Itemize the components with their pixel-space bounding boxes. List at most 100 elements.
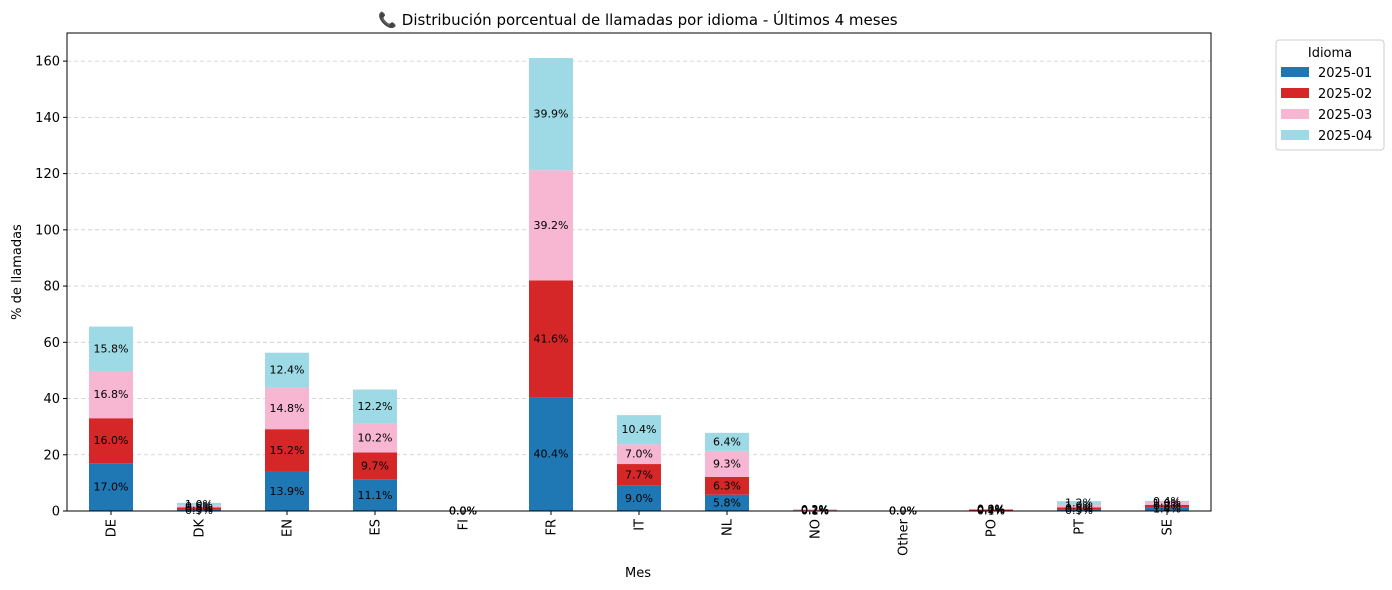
bar-value-label: 39.9% <box>534 108 569 121</box>
y-axis-ticks: 0 20 40 60 80 100 120 140 160 <box>35 55 67 520</box>
x-tick-label: EN <box>281 519 296 537</box>
bar-segment <box>1057 509 1101 511</box>
bar-value-label: 1.2% <box>1065 496 1093 509</box>
bar-segment <box>1057 507 1101 510</box>
bar-segment <box>529 170 573 281</box>
bar-segment <box>177 502 221 506</box>
bar-value-label: 0.4% <box>1153 495 1181 508</box>
bar-segment <box>793 510 837 511</box>
bar-segment <box>1145 500 1189 503</box>
bar-value-label: 13.9% <box>270 485 305 498</box>
bar-segment <box>969 509 1013 510</box>
bar-value-label: 40.4% <box>534 448 569 461</box>
bar-segment <box>705 450 749 477</box>
bar-value-label: 0.8% <box>1065 502 1093 515</box>
bar-segment <box>353 423 397 453</box>
legend-entry: 2025-03 <box>1318 108 1372 123</box>
chart-title: 📞 Distribución porcentual de llamadas po… <box>378 10 897 29</box>
legend-entry: 2025-01 <box>1318 66 1372 81</box>
y-tick-label: 160 <box>35 55 60 70</box>
bar-segment <box>89 418 133 464</box>
bar-value-label: 5.8% <box>713 496 741 509</box>
bar-segment <box>617 444 661 465</box>
bar-labels: 17.0%16.0%16.8%15.8%0.5%0.8%0.6%1.0%13.9… <box>94 108 1181 518</box>
bar-segment <box>1145 502 1189 505</box>
legend-items: 2025-01 2025-02 2025-03 2025-04 <box>1281 66 1372 144</box>
x-tick-label: PT <box>1073 519 1088 535</box>
bar-value-label: 15.8% <box>94 342 129 355</box>
x-tick-label: FI <box>457 519 472 530</box>
grid-lines <box>67 60 1211 512</box>
bar-value-label: 7.0% <box>625 448 653 461</box>
legend-swatch <box>1281 109 1309 119</box>
bar-segment <box>705 476 749 495</box>
bar-segment <box>89 463 133 511</box>
bar-value-label: 1.0% <box>1065 499 1093 512</box>
bar-value-label: 0.0% <box>977 503 1005 516</box>
bar-value-label: 16.8% <box>94 388 129 401</box>
x-axis-ticks: DE DK EN ES FI FR IT NL NO Other PO PT SE <box>105 511 1176 556</box>
x-tick-label: ES <box>369 519 384 535</box>
legend-swatch <box>1281 88 1309 98</box>
bar-segment <box>1057 504 1101 508</box>
bar-segment <box>353 479 397 511</box>
bar-value-label: 17.0% <box>94 481 129 494</box>
x-tick-label: DE <box>105 519 120 537</box>
bar-value-label: 0.6% <box>185 500 213 513</box>
bars <box>89 58 1189 511</box>
y-axis-label: % de llamadas <box>10 224 25 320</box>
x-axis-label: Mes <box>625 566 651 581</box>
y-tick-label: 40 <box>43 392 60 407</box>
bar-value-label: 0.2% <box>801 504 829 517</box>
bar-segment <box>265 387 309 430</box>
bar-value-label: 6.4% <box>713 435 741 448</box>
bar-value-label: 14.8% <box>270 402 305 415</box>
legend: Idioma 2025-01 2025-02 2025-03 2025-04 <box>1275 39 1385 151</box>
bar-segment <box>353 389 397 424</box>
bar-value-label: 0.2% <box>977 503 1005 516</box>
bar-value-label: 0.2% <box>801 503 829 516</box>
y-tick-label: 120 <box>35 167 60 182</box>
x-tick-label: PO <box>985 519 1000 537</box>
bar-segment <box>177 509 221 511</box>
bar-segment <box>705 432 749 451</box>
bar-segment <box>1145 504 1189 508</box>
legend-swatch <box>1281 67 1309 77</box>
bar-segment <box>617 485 661 511</box>
bar-value-label: 9.7% <box>361 460 389 473</box>
x-tick-label: SE <box>1161 519 1176 535</box>
bar-segment <box>529 397 573 511</box>
bar-segment <box>1145 507 1189 511</box>
legend-entry: 2025-04 <box>1318 129 1372 144</box>
bar-value-label: 9.3% <box>713 457 741 470</box>
bar-segment <box>793 509 837 510</box>
y-tick-label: 80 <box>43 280 60 295</box>
bar-value-label: 39.2% <box>534 219 569 232</box>
bar-value-label: 0.2% <box>801 503 829 516</box>
bar-value-label: 0.4% <box>977 504 1005 517</box>
bar-value-label: 0.5% <box>185 504 213 517</box>
bar-value-label: 11.1% <box>358 489 393 502</box>
bar-segment <box>793 509 837 511</box>
bar-segment <box>177 507 221 510</box>
x-tick-label: FR <box>545 519 560 536</box>
bar-segment <box>705 494 749 511</box>
bar-segment <box>617 415 661 445</box>
x-tick-label: IT <box>633 519 648 531</box>
legend-swatch <box>1281 130 1309 140</box>
legend-entry: 2025-02 <box>1318 87 1372 102</box>
legend-title: Idioma <box>1308 46 1352 61</box>
y-tick-label: 60 <box>43 336 60 351</box>
bar-value-label: 15.2% <box>270 444 305 457</box>
bar-segment <box>969 509 1013 511</box>
bar-value-label: 1.0% <box>185 498 213 511</box>
bar-value-label: 1.4% <box>1153 503 1181 516</box>
bar-segment <box>353 452 397 480</box>
bar-value-label: 16.0% <box>94 434 129 447</box>
bar-value-label: 0.8% <box>185 502 213 515</box>
bar-segment <box>265 471 309 511</box>
y-tick-label: 100 <box>35 223 60 238</box>
x-tick-label: NO <box>809 519 824 539</box>
bar-segment <box>529 280 573 398</box>
